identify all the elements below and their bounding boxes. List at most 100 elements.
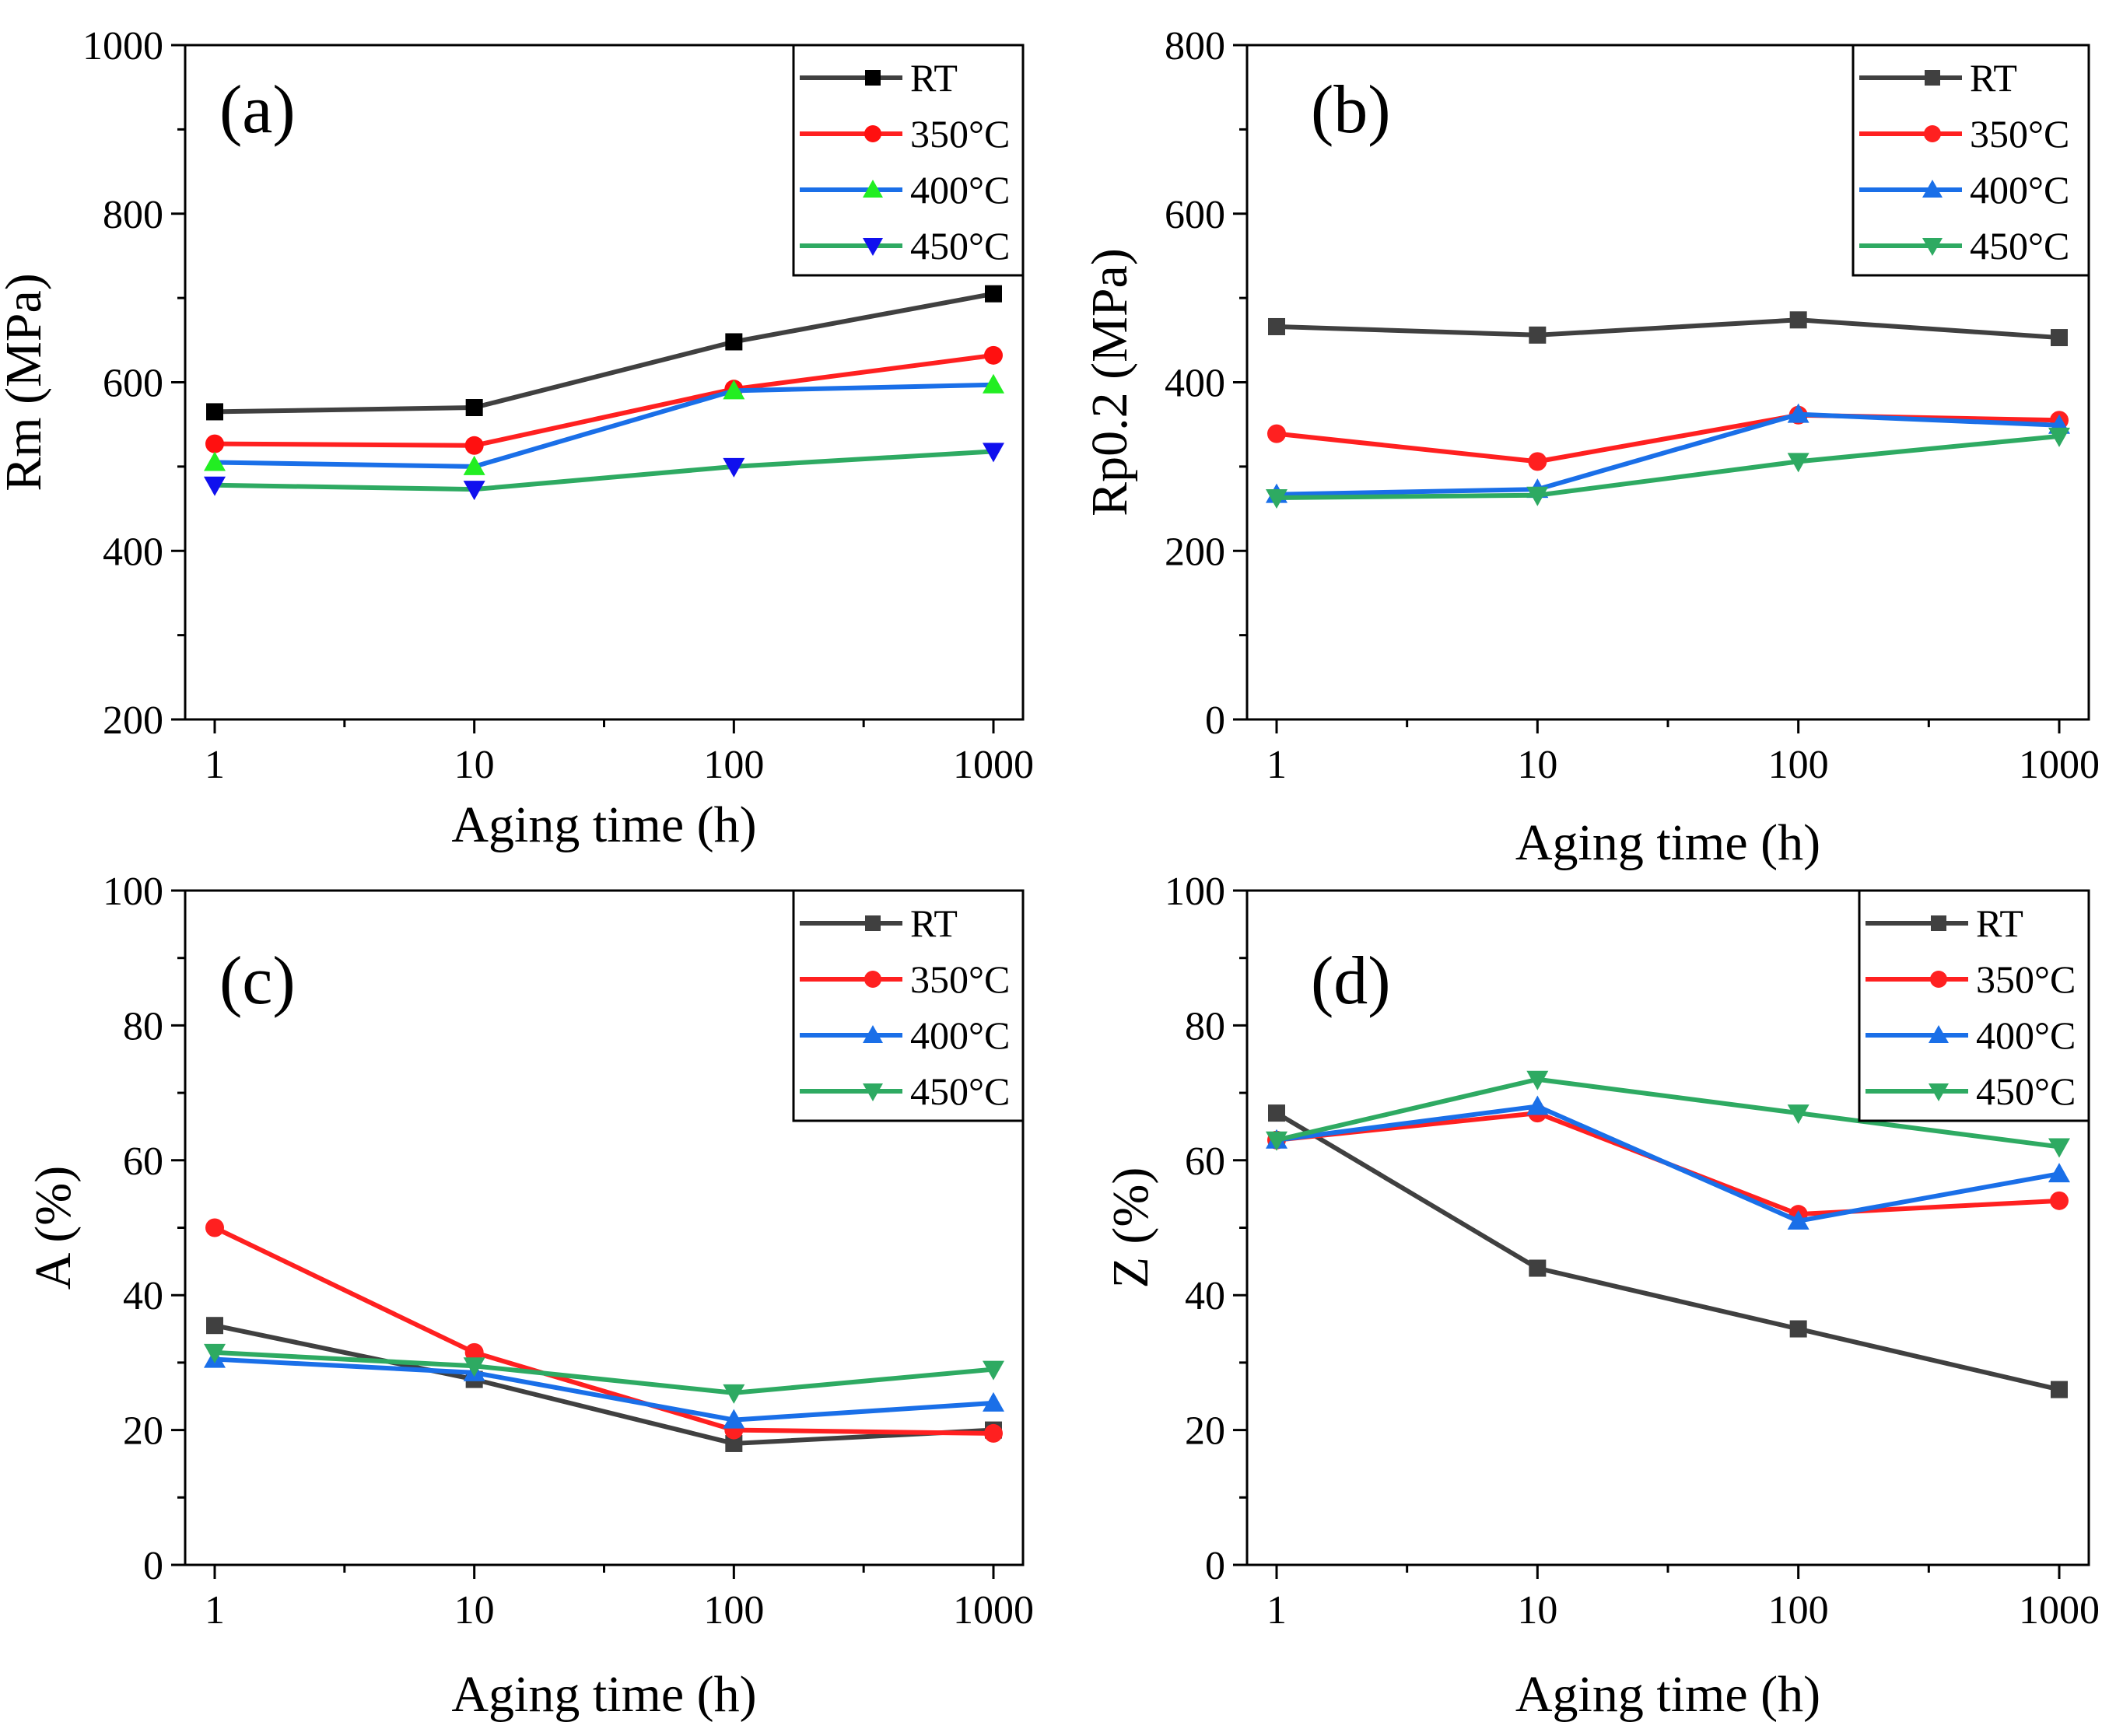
legend-a: RT 350°C 400°C 450°C: [792, 44, 1025, 277]
data-point-a-3-2: [723, 457, 745, 478]
data-point-a-2-2: [723, 380, 745, 400]
y-tick-label-d: 60: [1185, 1139, 1225, 1184]
legend-label-c-0: RT: [910, 901, 958, 945]
data-point-c-3-3: [983, 1360, 1004, 1381]
x-axis-title-c: Aging time (h): [451, 1666, 756, 1723]
series-d-3: [1266, 1070, 2070, 1158]
legend-label-d-2: 400°C: [1976, 1013, 2076, 1057]
legend-marker-d-2: [1929, 1025, 1949, 1043]
x-tick-label-c: 1000: [953, 1588, 1034, 1633]
panel-d: 0 20 40 60 80 100 1 10 100 1000 Aging time (h) Z (%…: [1102, 870, 2100, 1723]
panel-c: 0 20 40 60 80 100 1 10 100 1000 Aging time (h) A (%…: [25, 870, 1034, 1723]
series-line-b-0: [1276, 317, 2060, 341]
legend-marker-c-1: [864, 971, 881, 988]
data-point-b-3-1: [1526, 486, 1549, 506]
y-tick-label-c: 40: [123, 1274, 163, 1318]
data-point-d-2-2: [1787, 1209, 1809, 1230]
data-point-a-1-0: [205, 434, 224, 453]
data-point-a-3-0: [204, 476, 226, 496]
x-tick-label-b: 10: [1517, 743, 1557, 787]
y-tick-label-d: 20: [1185, 1409, 1225, 1454]
data-point-a-0-0: [206, 403, 223, 421]
x-axis-title-b: Aging time (h): [1515, 814, 1820, 871]
series-a-3: [204, 443, 1004, 501]
legend-marker-a-3: [863, 238, 883, 256]
y-tick-label-b: 600: [1165, 193, 1225, 237]
data-point-d-3-2: [1787, 1104, 1809, 1125]
legend-label-b-2: 400°C: [1970, 168, 2069, 212]
data-point-d-0-0: [1268, 1104, 1285, 1122]
data-point-d-2-3: [2048, 1163, 2070, 1183]
legend-marker-b-3: [1922, 238, 1943, 256]
y-tick-label-b: 800: [1165, 24, 1225, 68]
y-tick-label-d: 40: [1185, 1274, 1225, 1318]
series-line-d-2: [1276, 1104, 2060, 1223]
panel-label-b: (b): [1311, 72, 1391, 148]
series-line-a-2: [214, 382, 994, 469]
legend-d: RT 350°C 400°C 450°C: [1858, 889, 2090, 1122]
legend-label-d-3: 450°C: [1976, 1069, 2076, 1113]
legend-label-d-0: RT: [1976, 901, 2023, 945]
x-tick-label-d: 1000: [2019, 1588, 2100, 1633]
data-point-b-3-3: [2048, 427, 2070, 447]
data-point-a-1-3: [984, 345, 1003, 365]
data-point-c-0-2: [725, 1434, 743, 1452]
data-point-a-3-3: [983, 443, 1004, 463]
data-point-b-0-2: [1789, 311, 1807, 329]
y-tick-label-b: 200: [1165, 530, 1225, 574]
legend-label-c-2: 400°C: [910, 1013, 1010, 1057]
x-tick-label-b: 1000: [2019, 743, 2100, 787]
x-axis-title-d: Aging time (h): [1515, 1666, 1820, 1723]
panel-label-d: (d): [1311, 943, 1391, 1019]
y-tick-label-c: 80: [123, 1004, 163, 1048]
legend-marker-b-0: [1925, 70, 1940, 86]
data-point-c-3-0: [204, 1343, 226, 1363]
series-line-c-3: [214, 1349, 994, 1395]
panel-a: 200 400 600 800 1000 1 10 100 1000 Aging time (h)…: [0, 24, 1034, 853]
legend-label-a-2: 400°C: [910, 168, 1010, 212]
data-point-a-2-3: [983, 373, 1004, 394]
series-line-d-0: [1275, 1111, 2060, 1392]
y-tick-label-a: 1000: [82, 24, 163, 68]
legend-label-a-1: 350°C: [910, 112, 1010, 156]
x-axis-title-a: Aging time (h): [451, 796, 756, 853]
y-tick-label-c: 60: [123, 1139, 163, 1184]
series-c-3: [204, 1343, 1004, 1404]
y-tick-label-d: 80: [1185, 1004, 1225, 1048]
data-point-c-1-0: [205, 1218, 224, 1237]
y-tick-label-d: 100: [1165, 870, 1225, 914]
data-point-b-0-0: [1268, 317, 1285, 335]
data-point-a-3-1: [463, 481, 485, 501]
series-line-a-0: [214, 291, 994, 415]
y-tick-label-c: 100: [103, 870, 163, 914]
data-point-d-0-3: [2051, 1381, 2068, 1398]
data-point-d-0-1: [1529, 1259, 1547, 1277]
y-tick-label-b: 0: [1205, 698, 1225, 743]
legend-marker-c-0: [865, 915, 881, 931]
y-tick-label-a: 800: [103, 193, 163, 237]
data-point-c-3-1: [463, 1357, 485, 1377]
y-tick-label-b: 400: [1165, 362, 1225, 406]
panel-label-a: (a): [219, 72, 296, 148]
y-tick-label-c: 0: [143, 1544, 163, 1588]
data-point-d-1-3: [2050, 1191, 2069, 1210]
data-point-d-2-1: [1526, 1095, 1549, 1115]
legend-marker-a-0: [865, 70, 881, 86]
legend-marker-c-2: [863, 1025, 883, 1043]
data-point-d-0-2: [1789, 1320, 1807, 1338]
data-point-a-1-1: [464, 436, 484, 455]
series-line-b-2: [1276, 411, 2060, 497]
legend-b: RT 350°C 400°C 450°C: [1851, 44, 2090, 277]
x-tick-label-d: 1: [1266, 1588, 1287, 1633]
data-point-b-3-2: [1787, 453, 1809, 473]
data-point-c-3-2: [723, 1384, 745, 1404]
legend-box-a: [792, 44, 1025, 277]
y-axis-title-c: A (%): [25, 1166, 82, 1290]
legend-box-b: [1851, 44, 2090, 277]
y-axis-title-b: Rp0.2 (MPa): [1081, 248, 1138, 516]
data-point-b-0-3: [2051, 329, 2068, 347]
y-tick-label-a: 600: [103, 362, 163, 406]
data-point-c-1-1: [464, 1342, 484, 1362]
data-point-a-0-2: [725, 333, 743, 351]
